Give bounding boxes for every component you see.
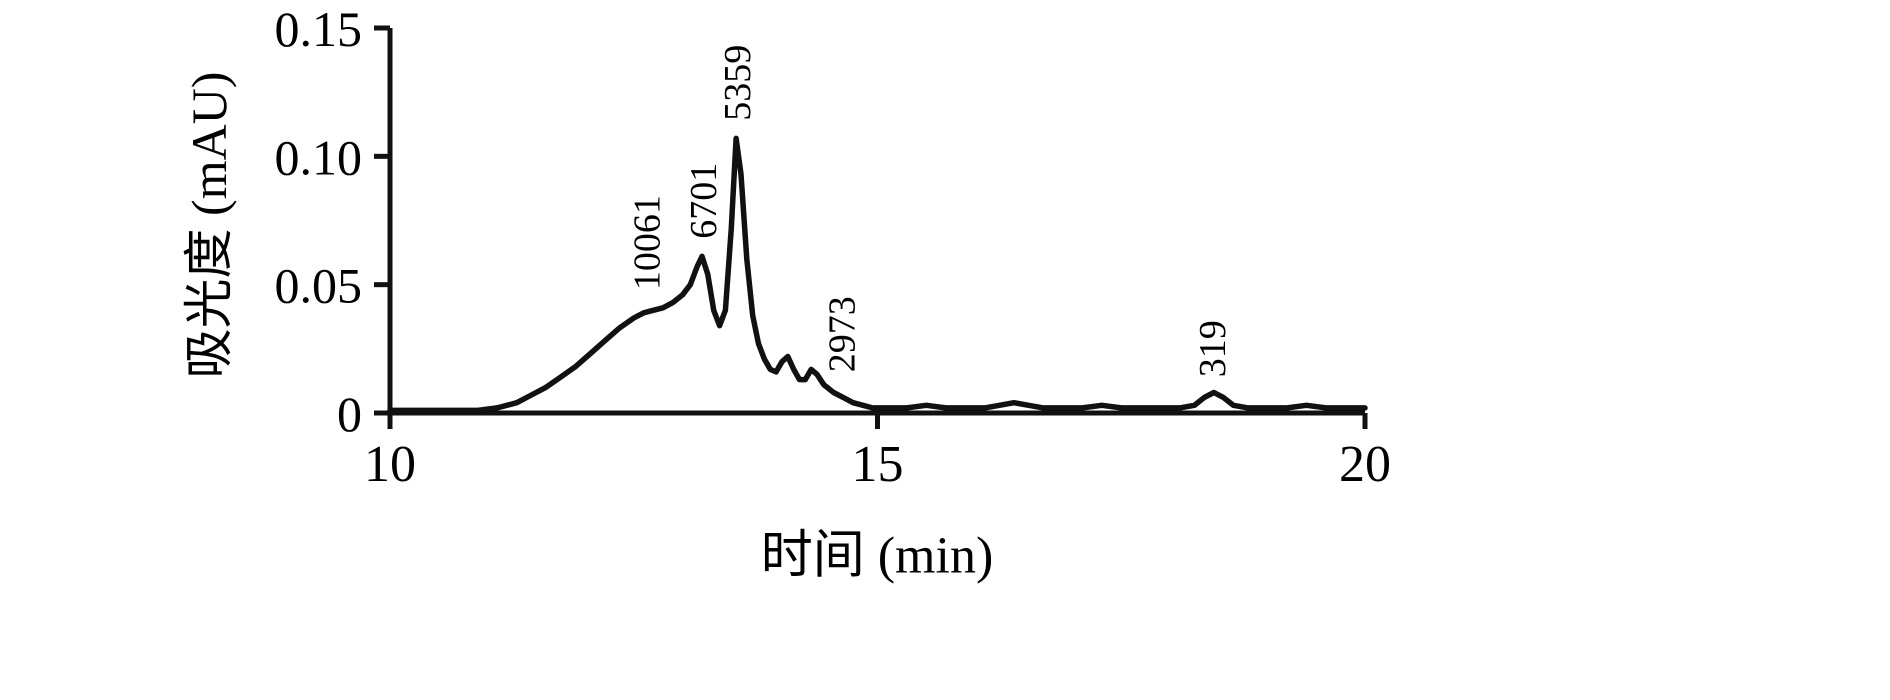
peak-label: 10061 xyxy=(626,195,668,290)
y-tick-label: 0.10 xyxy=(275,129,363,185)
x-tick-label: 20 xyxy=(1339,436,1391,493)
x-axis-label: 时间 (min) xyxy=(760,527,994,585)
x-tick-label: 15 xyxy=(852,436,904,493)
peak-label: 2973 xyxy=(821,296,863,372)
chromatogram-trace xyxy=(387,135,1368,414)
peak-label: 6701 xyxy=(683,163,725,239)
y-tick-label: 0.15 xyxy=(275,1,363,57)
x-tick-label: 10 xyxy=(364,436,416,493)
peak-label: 319 xyxy=(1192,320,1234,377)
y-tick-label: 0 xyxy=(337,386,362,442)
y-axis-label: 吸光度 (mAU) xyxy=(181,71,237,379)
peak-label: 5359 xyxy=(717,45,759,121)
y-tick-label: 0.05 xyxy=(275,258,363,314)
